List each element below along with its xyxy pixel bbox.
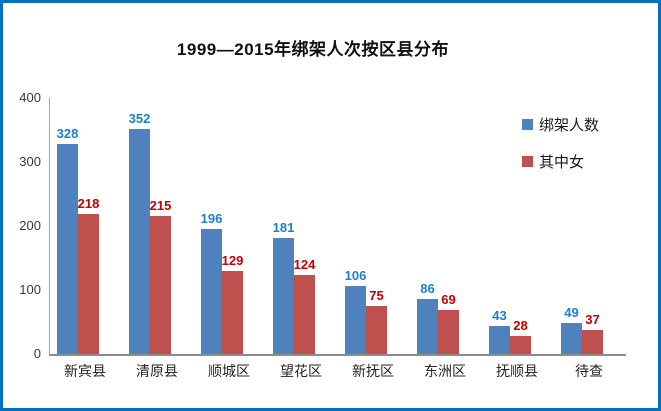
category-group: 49 37 [554, 98, 626, 354]
x-axis-labels: 新宾县 清原县 顺城区 望花区 新抚区 东洲区 抚顺县 待查 [49, 361, 625, 381]
bar-wrap: 181 [273, 221, 294, 354]
bar-value-label: 129 [221, 253, 244, 268]
bar-value-label: 69 [441, 292, 456, 307]
plot-area: 328 218 352 215 196 129 181 124 106 75 86 69 43 28 49 3… [49, 98, 626, 356]
bar [561, 323, 582, 354]
legend-label-series-1: 其中女 [539, 153, 585, 171]
bar-wrap: 352 [129, 112, 150, 354]
category-label: 顺城区 [208, 363, 250, 379]
bar [510, 336, 531, 354]
y-tick-label: 100 [19, 282, 41, 297]
category-label: 新抚区 [352, 363, 394, 379]
bar [129, 129, 150, 354]
bar-value-label: 37 [585, 312, 600, 327]
bar-value-label: 106 [344, 268, 367, 283]
bar [222, 271, 243, 354]
bar [273, 238, 294, 354]
bar [489, 326, 510, 354]
bar-wrap: 75 [366, 289, 387, 354]
bar-wrap: 86 [417, 282, 438, 354]
bar-value-label: 215 [149, 198, 172, 213]
bar-wrap: 69 [438, 293, 459, 354]
bar [150, 216, 171, 354]
bar [417, 299, 438, 354]
bar-value-label: 124 [293, 257, 316, 272]
legend-label-series-0: 绑架人数 [539, 116, 600, 134]
category-label: 望花区 [280, 363, 322, 379]
bar-wrap: 124 [294, 258, 315, 354]
category-group: 106 75 [338, 98, 410, 354]
legend: 绑架人数 其中女 [522, 117, 599, 191]
legend-item-series-1: 其中女 [522, 154, 599, 171]
y-tick-label: 0 [33, 346, 41, 361]
category-group: 43 28 [482, 98, 554, 354]
category-label: 清原县 [136, 363, 178, 379]
category-group: 196 129 [194, 98, 266, 354]
bar-value-label: 86 [420, 281, 435, 296]
bar-wrap: 43 [489, 309, 510, 354]
bar-value-label: 196 [200, 211, 223, 226]
bar-value-label: 328 [56, 126, 79, 141]
bar [57, 144, 78, 354]
y-tick-label: 400 [19, 90, 41, 105]
bar-value-label: 218 [77, 196, 100, 211]
category-label: 东洲区 [424, 363, 466, 379]
bar [345, 286, 366, 354]
bar [294, 275, 315, 354]
bar-wrap: 129 [222, 254, 243, 354]
bar [201, 229, 222, 354]
bar-wrap: 218 [78, 197, 99, 354]
category-group: 352 215 [122, 98, 194, 354]
bar [78, 214, 99, 354]
bar-value-label: 181 [272, 220, 295, 235]
bar [438, 310, 459, 354]
y-tick-label: 300 [19, 154, 41, 169]
legend-swatch-red [522, 155, 533, 167]
category-group: 86 69 [410, 98, 482, 354]
category-group: 181 124 [266, 98, 338, 354]
bar-wrap: 106 [345, 269, 366, 354]
legend-item-series-0: 绑架人数 [522, 117, 599, 134]
legend-swatch-blue [522, 118, 533, 130]
bar-wrap: 28 [510, 319, 531, 354]
bar-value-label: 75 [369, 288, 384, 303]
chart-title: 1999—2015年绑架人次按区县分布 [176, 40, 450, 59]
bar-wrap: 196 [201, 212, 222, 354]
category-label: 新宾县 [64, 363, 106, 379]
bar-value-label: 49 [564, 305, 579, 320]
bar [582, 330, 603, 354]
bar-wrap: 328 [57, 127, 78, 354]
category-label: 抚顺县 [496, 363, 538, 379]
bar-value-label: 28 [513, 318, 528, 333]
bar-wrap: 37 [582, 313, 603, 354]
category-group: 328 218 [50, 98, 122, 354]
bar-value-label: 43 [492, 308, 507, 323]
bar-wrap: 215 [150, 199, 171, 354]
bar-value-label: 352 [128, 111, 151, 126]
bar-wrap: 49 [561, 306, 582, 354]
y-tick-label: 200 [19, 218, 41, 233]
category-label: 待查 [575, 363, 603, 379]
bar [366, 306, 387, 354]
